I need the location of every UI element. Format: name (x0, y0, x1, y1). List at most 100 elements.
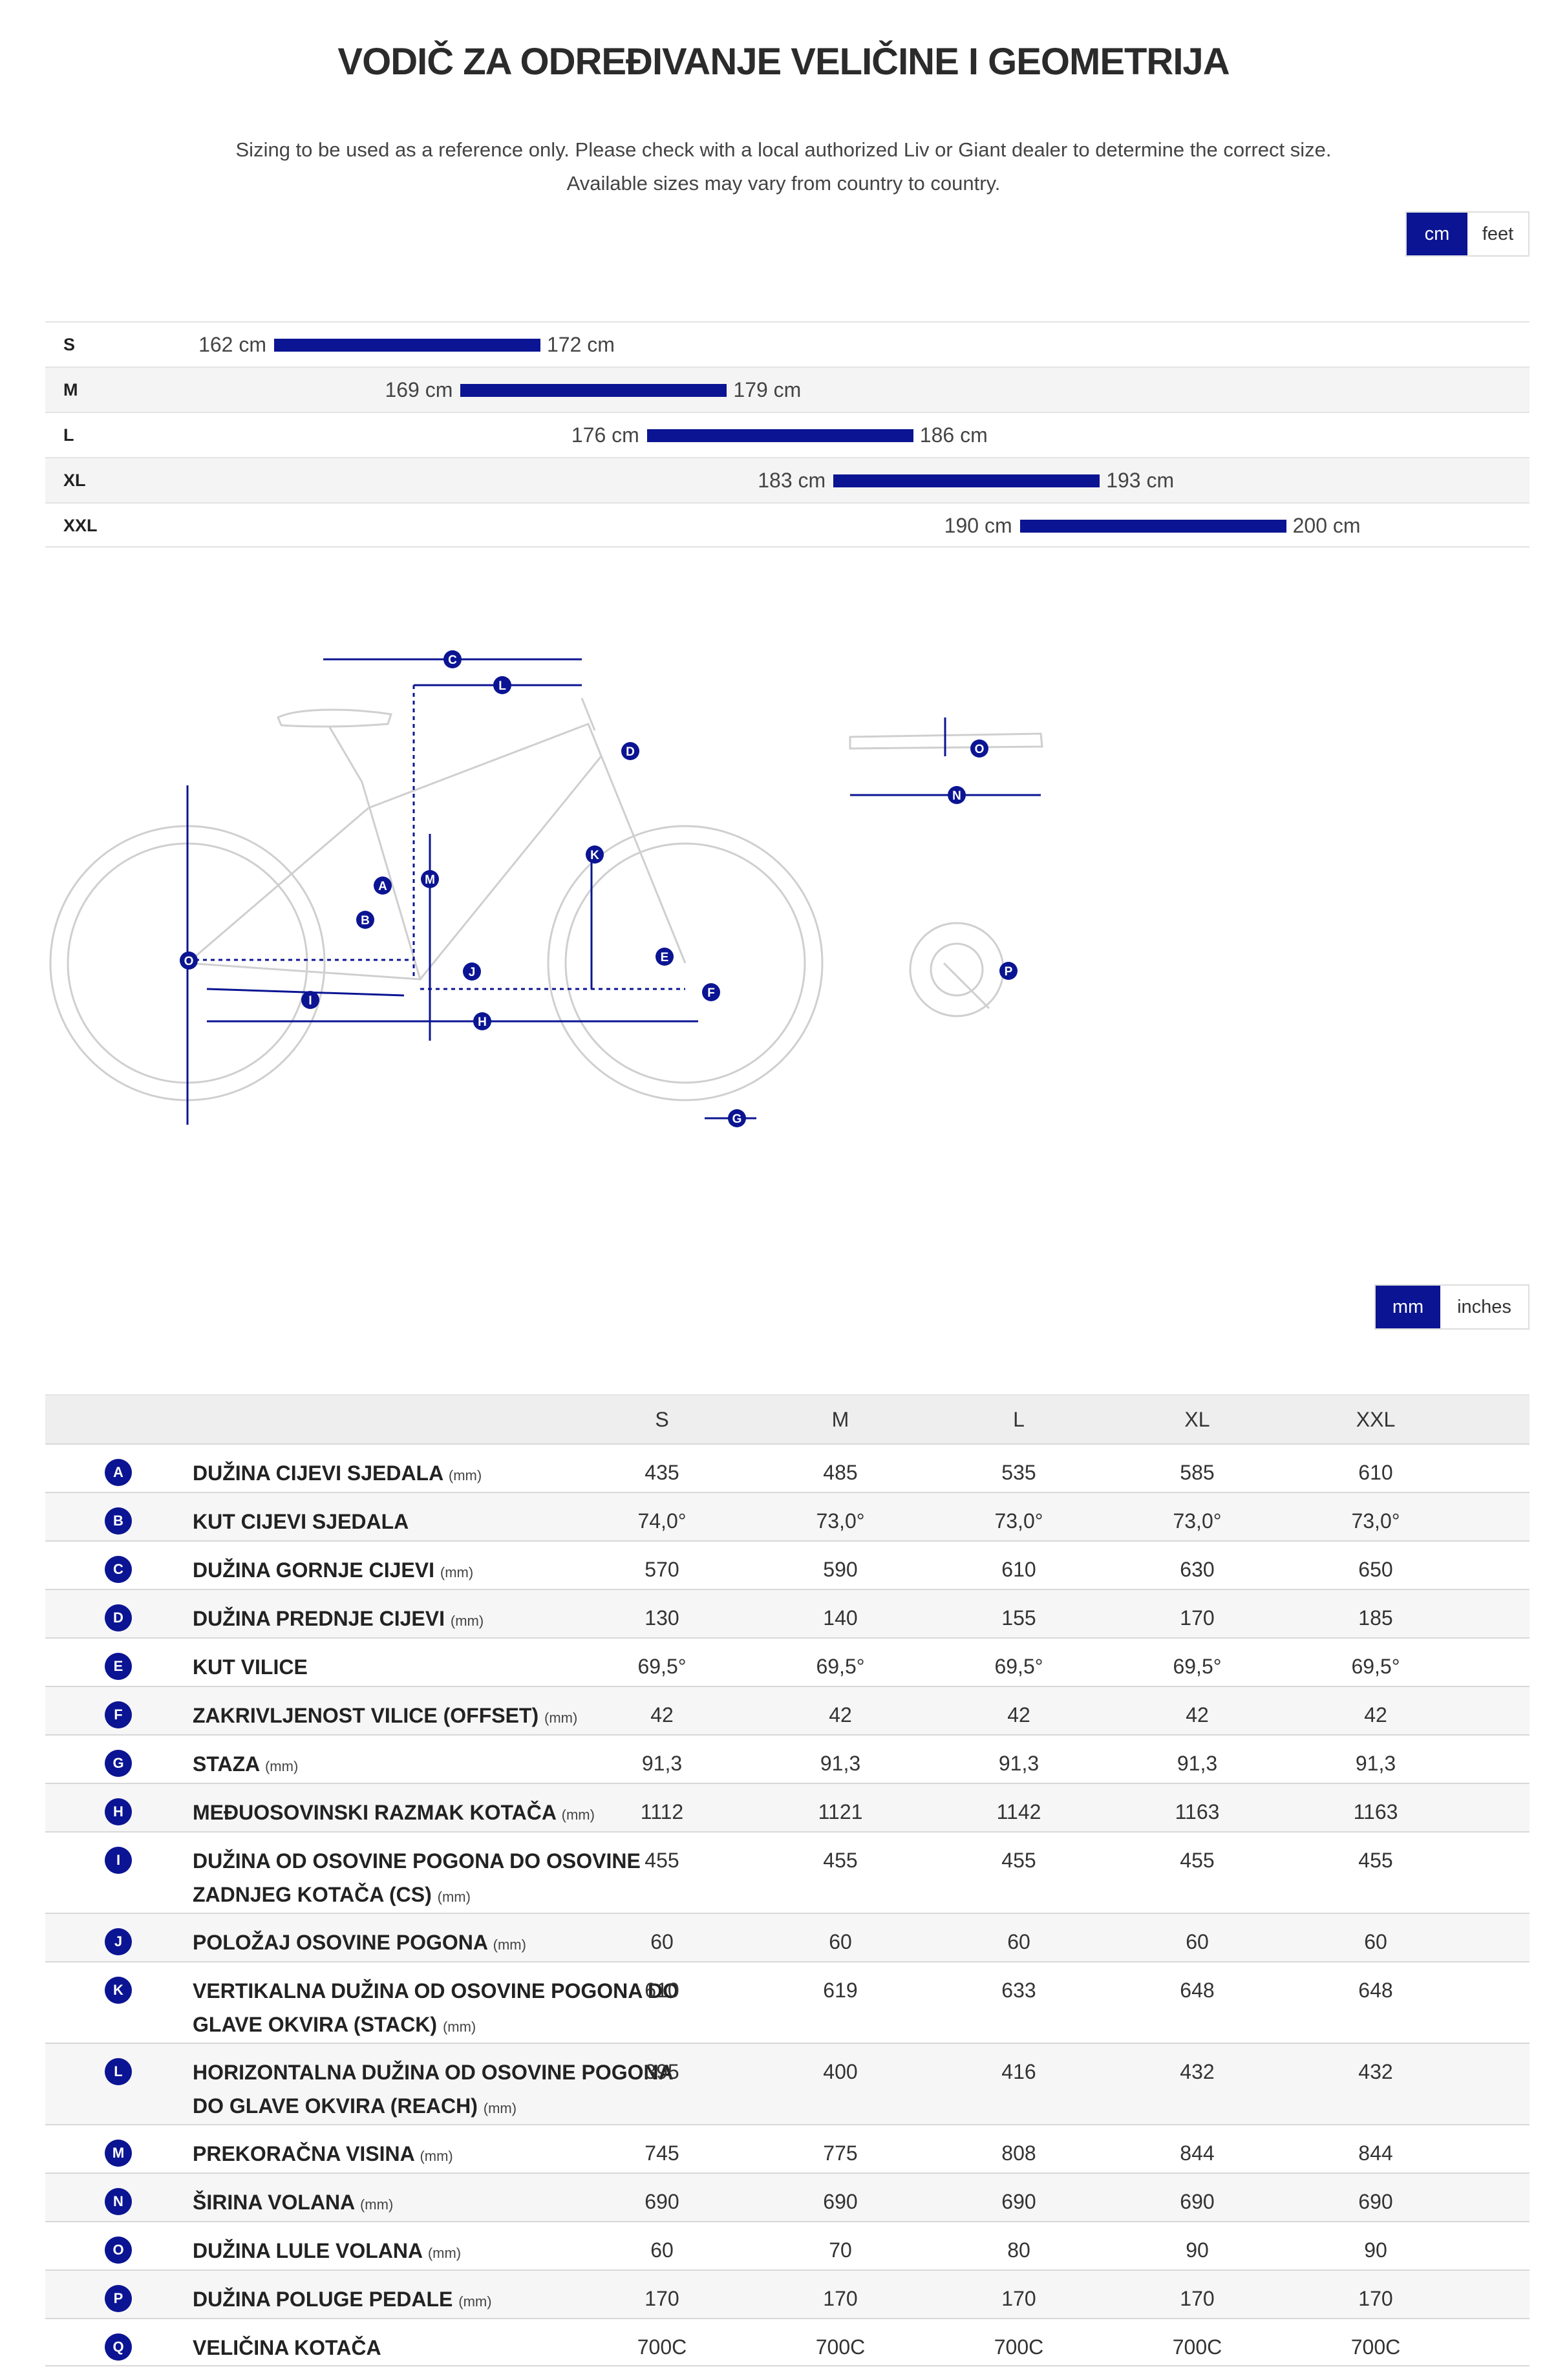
size-max-height: 179 cm (733, 378, 802, 401)
value-xxl: 42 (1364, 1703, 1387, 1727)
size-label: XL (63, 471, 86, 490)
value-m: 42 (829, 1703, 852, 1727)
value-m: 69,5° (816, 1655, 865, 1678)
value-s: 435 (645, 1461, 679, 1484)
size-max-height: 172 cm (547, 333, 615, 356)
measurement-label: ZAKRIVLJENOST VILICE (OFFSET) (mm) (193, 1699, 697, 1735)
value-xxl: 610 (1358, 1461, 1393, 1484)
size-label: M (63, 380, 78, 399)
value-l: 155 (1001, 1606, 1036, 1630)
measurement-label: POLOŽAJ OSOVINE POGONA (mm) (193, 1926, 697, 1962)
size-row-xl: XL 183 cm 193 cm (45, 457, 1530, 502)
value-l: 700C (994, 2335, 1044, 2359)
diagram-badge-m (421, 870, 439, 888)
front-wheel (547, 825, 824, 1101)
value-l: 170 (1001, 2287, 1036, 2310)
value-xl: 455 (1180, 1849, 1215, 1872)
value-s: 170 (645, 2287, 679, 2310)
value-m: 91,3 (820, 1752, 861, 1775)
unit-option-feet[interactable]: feet (1482, 223, 1514, 244)
value-xxl: 73,0° (1351, 1509, 1400, 1533)
geometry-row-h: H MEĐUOSOVINSKI RAZMAK KOTAČA (mm) 1112 112… (45, 1783, 1530, 1831)
diagram-badge-c (443, 650, 462, 668)
column-header-m: M (831, 1408, 849, 1431)
diagram-label-j: J (469, 966, 476, 979)
diagram-label-p: P (1005, 965, 1013, 979)
geometry-table-body: A DUŽINA CIJEVI SJEDALA (mm) 435 485 535 585 6… (45, 1443, 1530, 2366)
measurement-label: HORIZONTALNA DUŽINA OD OSOVINE POGONA DO… (193, 2056, 697, 2125)
value-l: 690 (1001, 2190, 1036, 2213)
geometry-row-o: O DUŽINA LULE VOLANA (mm) 60 70 80 90 90 (45, 2221, 1530, 2269)
disclaimer-line-2: Available sizes may vary from country to… (566, 172, 1001, 195)
measurement-name: DUŽINA OD OSOVINE POGONA DO OSOVINE ZADN… (193, 1849, 641, 1906)
unit-option-inches[interactable]: inches (1457, 1296, 1511, 1317)
value-m: 140 (823, 1606, 858, 1630)
value-m: 455 (823, 1849, 858, 1872)
measurement-name: PREKORAČNA VISINA (193, 2142, 414, 2165)
value-s: 42 (650, 1703, 674, 1727)
diagram-badge-o (180, 951, 198, 970)
measurement-label: DUŽINA OD OSOVINE POGONA DO OSOVINE ZADN… (193, 1844, 697, 1914)
value-s: 74,0° (637, 1509, 687, 1533)
measurement-label: KUT VILICE (193, 1650, 697, 1684)
value-xl: 630 (1180, 1558, 1215, 1581)
diagram-label-c: C (448, 653, 457, 667)
measurement-unit: (mm) (359, 2196, 394, 2213)
value-m: 60 (829, 1930, 852, 1953)
measurement-unit: (mm) (420, 2148, 453, 2164)
diagram-badge-n (948, 786, 966, 804)
value-xl: 700C (1172, 2335, 1222, 2359)
value-l: 1142 (996, 1800, 1041, 1823)
diagram-badge-h (473, 1012, 491, 1030)
measurement-key-badge: G (105, 1750, 132, 1777)
value-s: 690 (645, 2190, 679, 2213)
value-xxl: 69,5° (1351, 1655, 1400, 1678)
measurement-key-badge: D (105, 1604, 132, 1631)
geometry-table: S M L XL XXL A DUŽINA CIJEVI SJEDALA (mm) 435 4… (45, 1394, 1530, 2366)
size-label: S (63, 335, 76, 354)
value-s: 91,3 (641, 1752, 683, 1775)
size-min-height: 183 cm (758, 469, 826, 492)
measurement-label: DUŽINA POLUGE PEDALE (mm) (193, 2282, 697, 2319)
value-m: 485 (823, 1461, 858, 1484)
value-s: 60 (650, 2238, 674, 2262)
measurement-name: HORIZONTALNA DUŽINA OD OSOVINE POGONA DO… (193, 2061, 673, 2118)
size-label: XXL (63, 516, 98, 535)
value-xxl: 1163 (1353, 1800, 1398, 1823)
measurement-name: MEĐUOSOVINSKI RAZMAK KOTAČA (193, 1801, 556, 1824)
diagram-label-l: L (498, 679, 506, 693)
measurement-unit: (mm) (264, 1758, 299, 1774)
measurement-key-badge: O (105, 2237, 132, 2264)
measurement-name: VELIČINA KOTAČA (193, 2336, 381, 2359)
value-m: 619 (823, 1979, 858, 2002)
measurement-key-badge: F (105, 1701, 132, 1728)
value-m: 700C (815, 2335, 866, 2359)
diagram-badge-a (374, 877, 392, 895)
height-unit-toggle[interactable]: cm feet (1405, 211, 1530, 257)
sizing-disclaimer: Sizing to be used as a reference only. P… (0, 133, 1567, 200)
measurement-key-badge: H (105, 1798, 132, 1825)
measurement-key-badge: J (105, 1928, 132, 1955)
geometry-row-f: F ZAKRIVLJENOST VILICE (OFFSET) (mm) 42 42 4… (45, 1686, 1530, 1734)
value-xxl: 60 (1364, 1930, 1387, 1953)
diagram-label-h: H (478, 1015, 487, 1029)
geometry-unit-toggle[interactable]: mm inches (1374, 1284, 1530, 1330)
size-row-s: S 162 cm 172 cm (45, 321, 1530, 367)
measurement-unit: (mm) (427, 2245, 462, 2261)
size-min-height: 162 cm (198, 333, 266, 356)
measurement-unit: (mm) (440, 1564, 474, 1580)
diagram-badge-e (656, 948, 674, 966)
page-title: VODIČ ZA ODREĐIVANJE VELIČINE I GEOMETRI… (337, 41, 1230, 83)
diagram-label-b: B (361, 914, 370, 928)
size-height-bar (274, 339, 540, 352)
measurement-label: DUŽINA GORNJE CIJEVI (mm) (193, 1553, 697, 1589)
measurement-name: VERTIKALNA DUŽINA OD OSOVINE POGONA DO G… (193, 1979, 679, 2036)
geometry-row-k: K VERTIKALNA DUŽINA OD OSOVINE POGONA DO … (45, 1961, 1530, 2043)
geometry-row-b: B KUT CIJEVI SJEDALA 74,0° 73,0° 73,0° 73,0° 7… (45, 1492, 1530, 1540)
unit-option-mm[interactable]: mm (1376, 1286, 1440, 1328)
size-max-height: 200 cm (1292, 514, 1361, 537)
value-m: 775 (823, 2141, 858, 2165)
diagram-label-badges: A B C D E F G H I J K L M O O N P (180, 650, 1018, 1127)
value-l: 80 (1007, 2238, 1030, 2262)
unit-option-cm[interactable]: cm (1407, 213, 1467, 255)
